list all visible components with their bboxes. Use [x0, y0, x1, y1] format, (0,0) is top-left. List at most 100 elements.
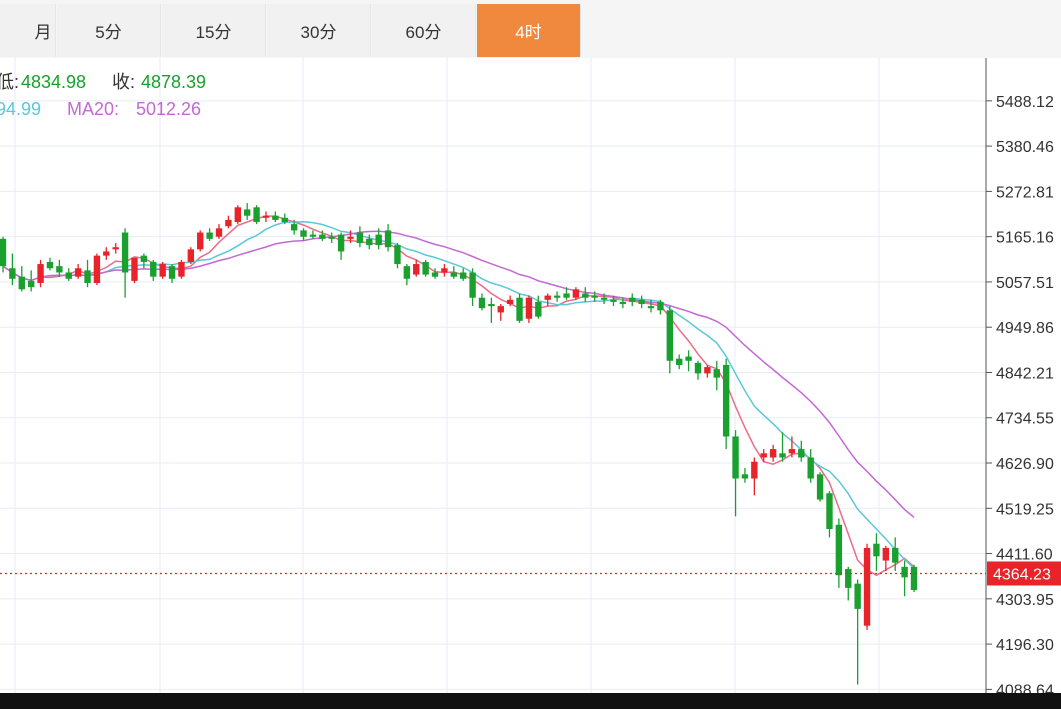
candle-body	[892, 547, 899, 563]
candle-up	[37, 259, 44, 288]
candle-down	[403, 264, 411, 286]
candle-body	[150, 261, 157, 277]
candle-body	[910, 566, 918, 590]
ma20-value: 5012.26	[136, 99, 201, 119]
candle-body	[9, 268, 16, 279]
candle-body	[18, 276, 25, 290]
candle-body	[234, 207, 241, 223]
candle-body	[356, 232, 364, 244]
candle-down	[835, 518, 843, 588]
y-tick-label: 4088.64	[996, 682, 1054, 693]
candle-body	[375, 234, 382, 246]
candle-up	[544, 293, 551, 307]
candle-down	[619, 297, 627, 309]
candle-body	[704, 367, 711, 374]
close-value: 4878.39	[141, 72, 206, 92]
candle-body	[112, 247, 119, 250]
candle-down	[431, 268, 439, 279]
candle-body	[93, 255, 101, 283]
candle-body	[206, 232, 213, 239]
tab-30min[interactable]: 30分	[267, 4, 371, 57]
candle-down	[422, 259, 429, 277]
candle-body	[37, 264, 44, 283]
candle-body	[197, 232, 204, 250]
candle-body	[281, 217, 288, 223]
candle-down	[629, 293, 636, 307]
candle-body	[74, 268, 82, 277]
candle-down	[722, 358, 730, 450]
last-price-box	[987, 561, 1061, 586]
low-value: 4834.98	[21, 72, 86, 92]
candle-body	[610, 299, 617, 302]
candle-down	[582, 287, 589, 302]
candle-body	[27, 280, 35, 288]
candle-down	[27, 270, 35, 292]
tab-15min[interactable]: 15分	[162, 4, 266, 57]
tab-4hour[interactable]: 4时	[477, 4, 581, 57]
candle-up	[441, 264, 448, 277]
candle-body	[215, 228, 223, 237]
candle-body	[478, 297, 486, 309]
candle-body	[525, 297, 533, 319]
candle-body	[168, 266, 176, 279]
candle-body	[572, 289, 580, 298]
tab-label: 60分	[405, 23, 442, 42]
candle-body	[103, 251, 110, 256]
candle-up	[112, 243, 119, 254]
tab-60min[interactable]: 60分	[372, 4, 476, 57]
tab-5min[interactable]: 5分	[57, 4, 161, 57]
candle-down	[469, 268, 476, 307]
candle-down	[450, 266, 457, 279]
candle-down	[206, 228, 213, 241]
candle-body	[873, 543, 880, 557]
candle-down	[0, 236, 7, 273]
candle-up	[178, 259, 185, 279]
candle-down	[65, 268, 72, 281]
y-tick-label: 4626.90	[996, 456, 1054, 473]
candle-body	[863, 547, 871, 626]
candle-down	[18, 266, 25, 292]
candle-body	[422, 261, 429, 275]
y-tick-label: 5488.12	[996, 94, 1054, 111]
last-price-label: 4364.23	[993, 566, 1051, 583]
candle-down	[488, 297, 495, 323]
candle-up	[497, 304, 504, 321]
candle-up	[93, 253, 101, 286]
candle-down	[243, 203, 251, 220]
candle-body	[798, 449, 805, 458]
candle-down	[713, 360, 720, 391]
candle-down	[168, 264, 176, 283]
candle-body	[901, 566, 908, 578]
candle-body	[807, 457, 814, 479]
y-tick-label: 5165.16	[996, 230, 1054, 247]
candle-body	[676, 358, 683, 365]
candle-body	[629, 297, 636, 302]
candlestick-chart[interactable]: 5488.12 5380.46 5272.81 5165.16 5057.51 4949.…	[0, 58, 1061, 693]
candle-up	[751, 457, 758, 496]
candle-down	[600, 293, 608, 305]
candle-up	[103, 247, 110, 260]
candle-body	[0, 238, 7, 267]
candle-up	[131, 257, 138, 283]
y-tick-label: 4303.95	[996, 592, 1054, 609]
candle-up	[413, 259, 420, 277]
candle-body	[657, 301, 664, 311]
candle-body	[647, 306, 655, 309]
y-tick-label: 4519.25	[996, 501, 1054, 518]
candle-down	[150, 259, 157, 281]
candle-body	[253, 207, 260, 223]
candle-body	[469, 272, 476, 298]
candle-body	[779, 453, 786, 458]
candle-up	[769, 444, 777, 462]
candle-down	[732, 430, 739, 517]
candle-body	[713, 369, 720, 378]
candle-body	[845, 568, 852, 588]
candle-body	[732, 436, 739, 479]
moving-average-lines	[2, 215, 915, 577]
y-tick-label: 5272.81	[996, 184, 1054, 201]
tab-month[interactable]: 月	[0, 4, 56, 57]
low-label: 低:	[0, 72, 19, 92]
candle-body	[431, 272, 439, 277]
candle-body	[65, 272, 72, 279]
candle-body	[854, 583, 861, 609]
